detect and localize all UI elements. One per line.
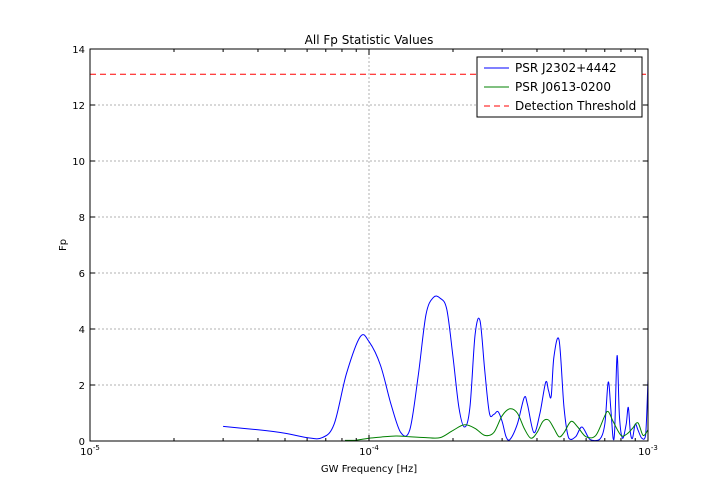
y-tick-label: 12	[72, 101, 85, 112]
series-line	[223, 295, 649, 442]
y-tick-label: 10	[72, 157, 85, 168]
legend: PSR J2302+4442 PSR J0613-0200 Detection Th…	[476, 56, 643, 118]
y-tick-label: 14	[72, 45, 85, 56]
legend-label: PSR J2302+4442	[515, 61, 617, 75]
x-axis-label: GW Frequency [Hz]	[321, 464, 417, 475]
y-tick-label: 8	[79, 213, 85, 224]
x-tick-label: 10-5	[80, 444, 100, 458]
y-tick-label: 6	[79, 269, 85, 280]
y-tick-label: 0	[79, 437, 85, 448]
legend-label: Detection Threshold	[515, 99, 636, 113]
y-tick-label: 2	[79, 381, 85, 392]
x-tick-label: 10-3	[638, 444, 658, 458]
y-tick-label: 4	[79, 325, 85, 336]
series-line	[344, 408, 649, 441]
series-lines	[223, 295, 649, 442]
grid	[90, 49, 648, 441]
legend-label: PSR J0613-0200	[515, 80, 611, 94]
chart-title: All Fp Statistic Values	[305, 33, 434, 47]
axis-ticks: 0 2 4 6 8 10 12 14 10-5 10-4 10-3	[72, 45, 658, 458]
y-axis-label: Fp	[58, 239, 69, 251]
x-tick-label: 10-4	[359, 444, 379, 458]
